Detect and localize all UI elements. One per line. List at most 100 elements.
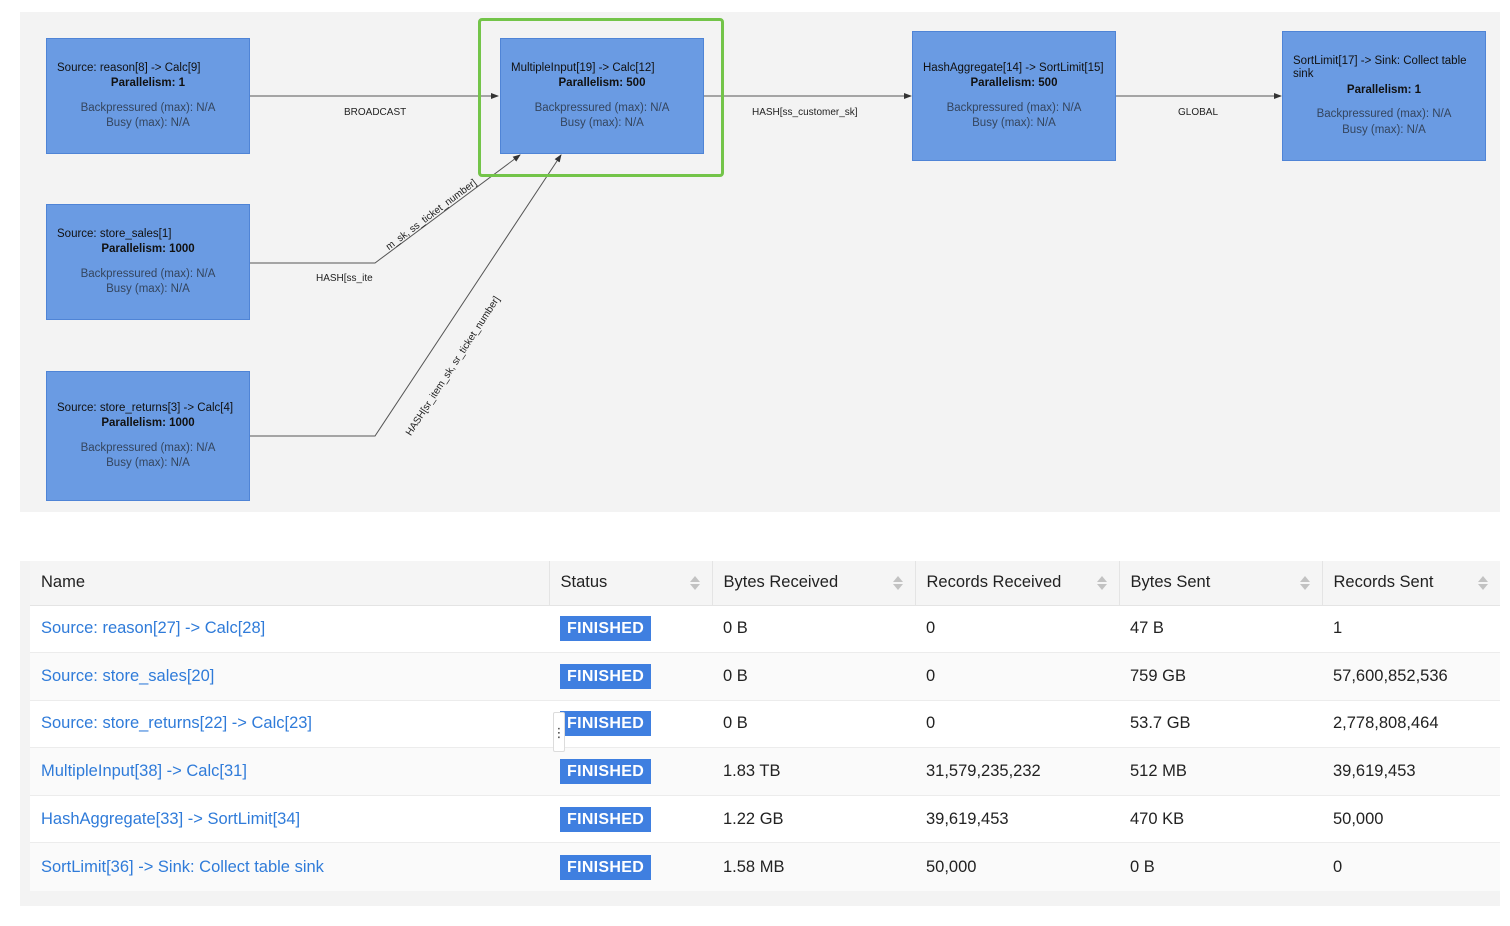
edge-label-hash-customer: HASH[ss_customer_sk] bbox=[752, 107, 858, 118]
table-row[interactable]: HashAggregate[33] -> SortLimit[34] FINIS… bbox=[30, 794, 1500, 843]
records-sent-cell: 0 bbox=[1322, 842, 1500, 891]
node-multiple-input[interactable]: MultipleInput[19] -> Calc[12] Parallelis… bbox=[500, 38, 704, 154]
node-parallelism: Parallelism: 1000 bbox=[101, 417, 195, 429]
vertex-name-cell: Source: store_returns[22] -> Calc[23] bbox=[30, 699, 549, 748]
node-busy: Busy (max): N/A bbox=[106, 117, 190, 129]
vertices-table-panel: Name Status Bytes Received Records Recei… bbox=[20, 561, 1500, 906]
bytes-sent-cell: 47 B bbox=[1119, 604, 1322, 653]
vertex-name-link[interactable]: Source: store_sales[20] bbox=[41, 666, 215, 685]
table-row[interactable]: MultipleInput[38] -> Calc[31] FINISHED 1… bbox=[30, 747, 1500, 796]
sort-icon[interactable] bbox=[1299, 575, 1310, 590]
graph-edges bbox=[250, 93, 1282, 437]
column-header-records-received[interactable]: Records Received bbox=[914, 561, 1119, 606]
node-parallelism: Parallelism: 500 bbox=[970, 77, 1058, 89]
node-title: Source: store_returns[3] -> Calc[4] bbox=[57, 401, 234, 414]
bytes-sent-cell: 512 MB bbox=[1119, 747, 1322, 796]
table-header-row: Name Status Bytes Received Records Recei… bbox=[30, 561, 1500, 606]
status-badge: FINISHED bbox=[560, 616, 652, 642]
edge-label-hash-item-start: HASH[ss_ite bbox=[316, 273, 373, 284]
bytes-sent-cell: 0 B bbox=[1119, 842, 1322, 891]
table-row[interactable]: SortLimit[36] -> Sink: Collect table sin… bbox=[30, 842, 1500, 891]
sort-icon[interactable] bbox=[1478, 575, 1488, 590]
status-badge: FINISHED bbox=[560, 759, 652, 785]
records-sent-cell: 39,619,453 bbox=[1322, 747, 1500, 796]
vertex-name-link[interactable]: HashAggregate[33] -> SortLimit[34] bbox=[41, 809, 301, 828]
node-title: Source: reason[8] -> Calc[9] bbox=[57, 61, 201, 74]
vertex-name-link[interactable]: MultipleInput[38] -> Calc[31] bbox=[41, 762, 247, 781]
edge-hash-returns bbox=[250, 154, 562, 437]
column-header-records-sent[interactable]: Records Sent bbox=[1321, 561, 1500, 606]
vertex-name-link[interactable]: Source: store_returns[22] -> Calc[23] bbox=[41, 714, 313, 733]
records-received-cell: 31,579,235,232 bbox=[915, 747, 1119, 796]
table-row[interactable]: Source: reason[27] -> Calc[28] FINISHED … bbox=[30, 604, 1500, 653]
vertex-name-link[interactable]: Source: reason[27] -> Calc[28] bbox=[41, 619, 266, 638]
vertex-name-cell: HashAggregate[33] -> SortLimit[34] bbox=[30, 794, 549, 843]
column-header-name: Name bbox=[30, 561, 549, 606]
sort-icon[interactable] bbox=[1096, 575, 1107, 590]
node-source-store-returns[interactable]: Source: store_returns[3] -> Calc[4] Para… bbox=[46, 371, 250, 501]
column-header-label: Name bbox=[41, 573, 86, 592]
status-cell: FINISHED bbox=[549, 794, 712, 843]
selected-node-highlight bbox=[478, 18, 724, 177]
node-backpressured: Backpressured (max): N/A bbox=[1316, 108, 1452, 121]
bytes-sent-cell: 759 GB bbox=[1119, 652, 1322, 701]
records-received-cell: 50,000 bbox=[915, 842, 1119, 891]
status-cell: FINISHED bbox=[549, 604, 712, 653]
column-header-label: Status bbox=[560, 573, 608, 592]
bytes-received-cell: 1.83 TB bbox=[712, 747, 915, 796]
sort-icon[interactable] bbox=[689, 575, 700, 590]
records-sent-cell: 50,000 bbox=[1322, 794, 1500, 843]
status-badge: FINISHED bbox=[560, 806, 652, 832]
status-badge: FINISHED bbox=[560, 854, 652, 880]
column-resize-handle[interactable]: ⋮ bbox=[553, 712, 566, 752]
status-cell: FINISHED bbox=[549, 699, 712, 748]
node-title: HashAggregate[14] -> SortLimit[15] bbox=[923, 61, 1104, 74]
node-sort-limit[interactable]: SortLimit[17] -> Sink: Collect table sin… bbox=[1282, 31, 1486, 161]
node-busy: Busy (max): N/A bbox=[560, 117, 644, 129]
edge-label-broadcast: BROADCAST bbox=[344, 107, 407, 118]
node-parallelism: Parallelism: 1 bbox=[110, 77, 186, 89]
bytes-received-cell: 0 B bbox=[712, 604, 915, 653]
vertex-name-cell: MultipleInput[38] -> Calc[31] bbox=[30, 747, 549, 796]
column-header-bytes-received[interactable]: Bytes Received bbox=[711, 561, 915, 606]
node-backpressured: Backpressured (max): N/A bbox=[80, 441, 216, 454]
node-backpressured: Backpressured (max): N/A bbox=[80, 101, 216, 114]
job-graph-panel[interactable]: BROADCAST HASH[ss_customer_sk] GLOBAL HA… bbox=[20, 12, 1500, 512]
status-cell: FINISHED bbox=[549, 747, 712, 796]
vertex-name-cell: SortLimit[36] -> Sink: Collect table sin… bbox=[30, 842, 549, 891]
column-header-label: Records Sent bbox=[1333, 573, 1434, 592]
node-parallelism: Parallelism: 1000 bbox=[101, 243, 195, 255]
status-cell: FINISHED bbox=[549, 842, 712, 891]
records-sent-cell: 1 bbox=[1322, 604, 1500, 653]
table-row[interactable]: Source: store_returns[22] -> Calc[23] FI… bbox=[30, 699, 1500, 748]
node-busy: Busy (max): N/A bbox=[1342, 123, 1426, 136]
node-hash-aggregate[interactable]: HashAggregate[14] -> SortLimit[15] Paral… bbox=[912, 31, 1116, 161]
bytes-received-cell: 0 B bbox=[712, 652, 915, 701]
vertex-name-cell: Source: store_sales[20] bbox=[30, 652, 549, 701]
edge-hash-item bbox=[250, 154, 521, 264]
column-header-label: Bytes Sent bbox=[1130, 573, 1211, 592]
vertex-name-cell: Source: reason[27] -> Calc[28] bbox=[30, 604, 549, 653]
bytes-received-cell: 1.22 GB bbox=[712, 794, 915, 843]
column-header-bytes-sent[interactable]: Bytes Sent bbox=[1118, 561, 1322, 606]
bytes-sent-cell: 53.7 GB bbox=[1119, 699, 1322, 748]
node-busy: Busy (max): N/A bbox=[106, 457, 190, 469]
records-sent-cell: 57,600,852,536 bbox=[1322, 652, 1500, 701]
status-badge: FINISHED bbox=[560, 711, 652, 737]
node-title: SortLimit[17] -> Sink: Collect table sin… bbox=[1293, 54, 1467, 81]
edge-label-global: GLOBAL bbox=[1178, 107, 1219, 118]
table-row[interactable]: Source: store_sales[20] FINISHED 0 B 0 7… bbox=[30, 652, 1500, 701]
node-busy: Busy (max): N/A bbox=[972, 117, 1056, 129]
node-backpressured: Backpressured (max): N/A bbox=[946, 101, 1082, 114]
column-header-label: Records Received bbox=[926, 573, 1062, 592]
node-backpressured: Backpressured (max): N/A bbox=[80, 267, 216, 280]
status-badge: FINISHED bbox=[560, 663, 652, 689]
node-parallelism: Parallelism: 1 bbox=[1346, 83, 1422, 96]
column-header-status[interactable]: Status bbox=[548, 561, 712, 606]
sort-icon[interactable] bbox=[892, 575, 903, 590]
records-received-cell: 0 bbox=[915, 652, 1119, 701]
vertex-name-link[interactable]: SortLimit[36] -> Sink: Collect table sin… bbox=[41, 857, 324, 876]
node-source-store-sales[interactable]: Source: store_sales[1] Parallelism: 1000… bbox=[46, 204, 250, 320]
node-source-reason[interactable]: Source: reason[8] -> Calc[9] Parallelism… bbox=[46, 38, 250, 154]
records-received-cell: 39,619,453 bbox=[915, 794, 1119, 843]
